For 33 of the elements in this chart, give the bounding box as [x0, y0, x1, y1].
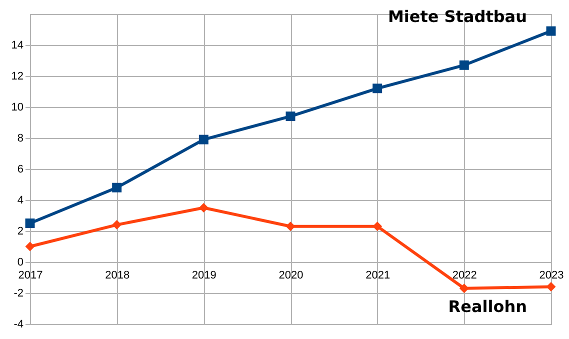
y-tick-label: 12: [11, 70, 24, 82]
x-tick-label: 2021: [366, 270, 390, 282]
series-label: Reallohn: [448, 296, 527, 316]
point: [198, 134, 208, 144]
x-tick-label: 2023: [539, 270, 564, 282]
point: [112, 182, 122, 192]
point: [286, 112, 296, 122]
point: [25, 218, 35, 228]
y-tick-label: 4: [17, 194, 24, 206]
point: [198, 203, 208, 212]
y-tick-label: 0: [17, 256, 24, 268]
x-tick-label: 2018: [105, 270, 130, 282]
point: [546, 282, 556, 292]
y-tick-label: 8: [17, 132, 24, 144]
y-tick-label: -4: [14, 318, 24, 330]
point: [372, 84, 382, 94]
x-tick-label: 2017: [18, 270, 43, 282]
x-tick-label: 2019: [192, 270, 216, 282]
point: [286, 222, 296, 232]
point: [546, 26, 556, 36]
y-tick-label: 6: [17, 164, 24, 176]
y-tick-label: 14: [11, 40, 24, 52]
point: [112, 220, 122, 230]
point: [459, 60, 469, 70]
x-tick-label: 2020: [278, 270, 304, 282]
series-label: Miete Stadtbau: [388, 7, 527, 26]
y-tick-label: 10: [11, 102, 24, 114]
point: [459, 284, 469, 294]
point: [25, 242, 35, 252]
point: [372, 222, 382, 232]
x-tick-label: 2022: [452, 270, 477, 282]
y-tick-label: -2: [14, 288, 24, 300]
y-tick-label: 2: [17, 226, 24, 238]
